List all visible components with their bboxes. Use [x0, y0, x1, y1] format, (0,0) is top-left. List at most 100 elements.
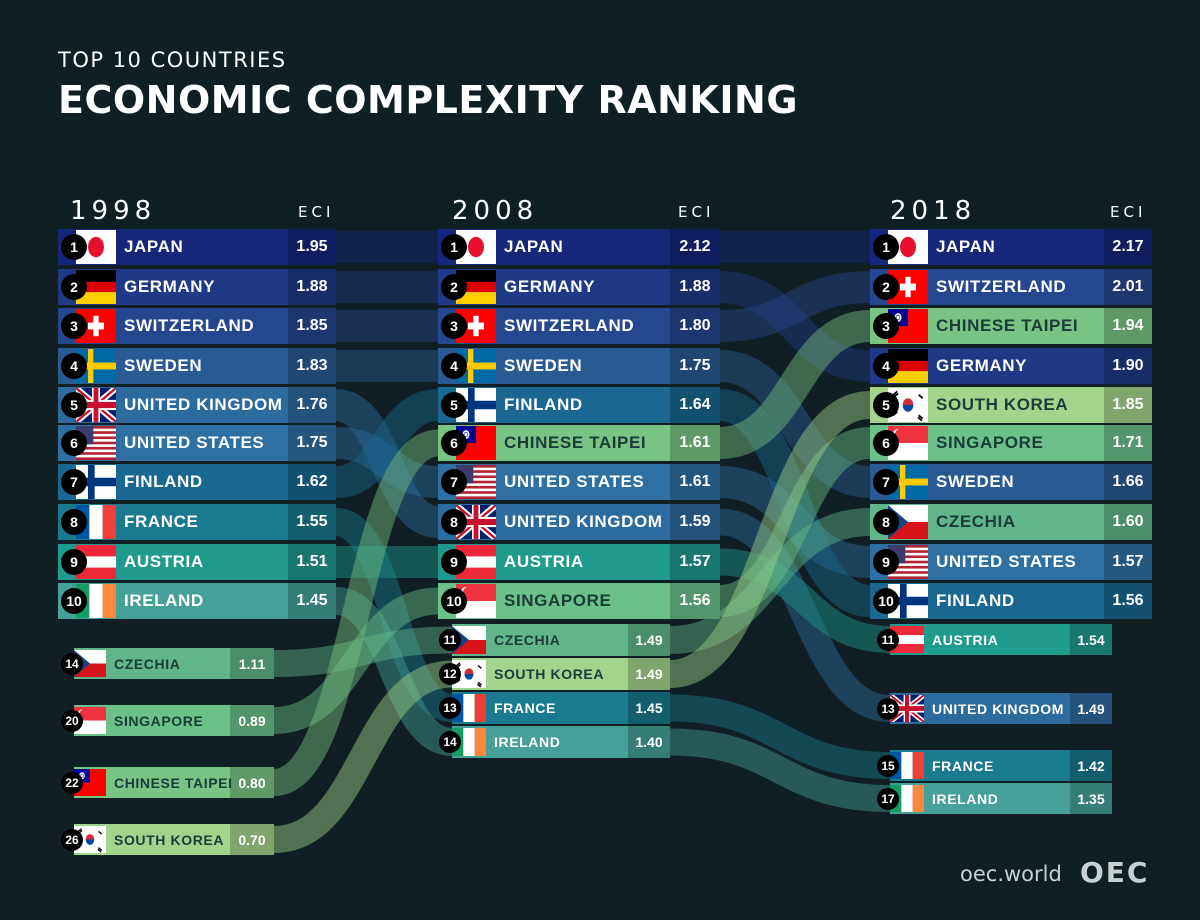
eci-value: 1.90 — [1112, 357, 1144, 374]
country-name: SWEDEN — [936, 472, 1015, 491]
ribbon-1998-2008-chinese-taipei — [271, 429, 441, 796]
eci-value: 1.88 — [296, 278, 328, 295]
eci-value: 1.56 — [679, 592, 711, 609]
eci-value: 1.56 — [1112, 592, 1144, 609]
country-name: SWEDEN — [504, 356, 583, 375]
eci-value-box — [1104, 504, 1152, 540]
eci-value: 1.59 — [679, 513, 711, 530]
rank-badge: 3 — [873, 313, 899, 339]
ranking-row-2008-ireland: 14 IRELAND 1.40 — [0, 726, 1200, 758]
eci-value: 2.17 — [1112, 238, 1144, 255]
footer-url[interactable]: oec.world — [960, 862, 1062, 886]
sweden-flag-icon — [76, 349, 116, 387]
ribbon-1998-2008-united-states — [335, 427, 439, 498]
oec-logo: OEC — [1080, 856, 1150, 889]
ribbon-2008-2018-sweden — [718, 350, 872, 498]
ranking-row-2018-ireland: 17 IRELAND 1.35 — [0, 783, 1200, 814]
ranking-row-2018-united-kingdom: 13 UNITED KINGDOM 1.49 — [0, 692, 1200, 725]
ranking-row-2018-czechia: 8 CZECHIA 1.60 — [0, 504, 1200, 540]
rank-badge: 7 — [61, 469, 87, 495]
eci-value: 1.49 — [635, 632, 663, 648]
ranking-row-2008-united-kingdom: 8 UNITED KINGDOM 1.59 — [0, 502, 1200, 542]
country-bar — [74, 767, 274, 798]
country-bar — [890, 693, 1112, 724]
country-bar — [452, 658, 670, 690]
rank-badge: 7 — [873, 469, 899, 495]
ranking-row-2018-finland: 10 FINLAND 1.56 — [0, 583, 1200, 619]
rank-badge: 13 — [439, 697, 461, 719]
rank-badge: 5 — [873, 392, 899, 418]
country-name: UNITED STATES — [936, 552, 1077, 571]
rank-badge: 3 — [441, 313, 467, 339]
rank-badge: 12 — [439, 663, 461, 685]
eci-value: 1.85 — [296, 317, 328, 334]
eci-value: 1.75 — [296, 434, 328, 451]
ranking-row-2008-singapore: 10 SINGAPORE 1.56 — [0, 583, 1200, 619]
rank-badge: 11 — [439, 629, 461, 651]
year-2008-heading: 2008 — [452, 196, 539, 226]
ranking-row-1998-switzerland: 3 SWITZERLAND 1.85 — [0, 308, 1200, 344]
japan-flag-icon — [888, 230, 928, 268]
eci-value-box — [1104, 387, 1152, 423]
country-name: SINGAPORE — [504, 591, 612, 610]
rank-badge: 2 — [441, 274, 467, 300]
ranking-row-2018-chinese-taipei: 3 CHINESE TAIPEI 1.94 — [0, 308, 1200, 344]
eci-value-box — [1070, 624, 1112, 655]
ranking-row-1998-singapore: 20 SINGAPORE 0.89 — [0, 705, 1200, 736]
rank-badge: 10 — [441, 588, 467, 614]
eci-value: 1.75 — [679, 357, 711, 374]
country-name: FINLAND — [936, 591, 1015, 610]
ranking-row-2018-sweden: 7 SWEDEN 1.66 — [0, 464, 1200, 500]
country-name: SOUTH KOREA — [494, 666, 605, 682]
eci-value: 1.49 — [635, 666, 663, 682]
eci-value-box — [670, 544, 720, 580]
country-name: CZECHIA — [936, 512, 1016, 531]
ranking-row-1998-united-kingdom: 5 UNITED KINGDOM 1.76 — [0, 385, 1200, 425]
eci-value: 1.71 — [1112, 434, 1144, 451]
ribbon-1998-2008-ireland — [334, 587, 454, 756]
eci-value-box — [288, 425, 336, 461]
eci-value: 1.51 — [296, 553, 328, 570]
eci-value-box — [1104, 425, 1152, 461]
germany-flag-icon — [76, 270, 116, 308]
ribbon-2008-2018-finland — [717, 389, 873, 617]
eci-value-box — [628, 658, 670, 690]
eci-value-box — [1104, 583, 1152, 619]
ribbon-1998-2008-united-kingdom — [333, 389, 441, 538]
ranking-row-1998-austria: 9 AUSTRIA 1.51 — [0, 544, 1200, 580]
ribbon-1998-2008-south-korea — [272, 660, 454, 853]
ranking-row-1998-germany: 2 GERMANY 1.88 — [0, 269, 1200, 305]
austria-flag-icon — [76, 545, 116, 583]
ranking-row-2018-germany: 4 GERMANY 1.90 — [0, 348, 1200, 384]
eci-value-box — [1104, 464, 1152, 500]
ribbon-2008-2018-singapore — [718, 427, 872, 617]
eci-value: 0.70 — [238, 831, 266, 848]
eci-value: 1.80 — [679, 317, 711, 334]
rank-badge: 9 — [61, 549, 87, 575]
ranking-row-2018-singapore: 6 SINGAPORE 1.71 — [0, 425, 1200, 461]
eci-value: 1.95 — [296, 238, 328, 255]
rank-badge: 5 — [61, 392, 87, 418]
country-name: SWEDEN — [124, 356, 203, 375]
ranking-row-1998-japan: 1 JAPAN 1.95 — [0, 229, 1200, 265]
rank-badge: 3 — [61, 313, 87, 339]
eci-value-box — [670, 464, 720, 500]
eci-value-box — [230, 648, 274, 679]
eci-value-box — [628, 624, 670, 656]
eci-value: 1.55 — [296, 513, 328, 530]
country-name: CHINESE TAIPEI — [936, 316, 1079, 335]
rank-badge: 2 — [873, 274, 899, 300]
ranking-row-2008-switzerland: 3 SWITZERLAND 1.80 — [0, 308, 1200, 344]
eci-value-box — [670, 308, 720, 344]
eci-value: 1.64 — [679, 396, 711, 413]
eci-value-box — [670, 425, 720, 461]
country-bar — [452, 624, 670, 656]
country-name: CZECHIA — [114, 655, 181, 672]
country-name: SWITZERLAND — [936, 277, 1067, 296]
country-name: UNITED STATES — [124, 433, 265, 452]
ranking-row-1998-south-korea: 26 SOUTH KOREA 0.70 — [0, 824, 1200, 855]
country-name: UNITED KINGDOM — [504, 512, 663, 531]
eci-value: 1.57 — [1112, 553, 1144, 570]
eci-value-box — [1070, 750, 1112, 781]
year-2018-heading: 2018 — [890, 196, 977, 226]
